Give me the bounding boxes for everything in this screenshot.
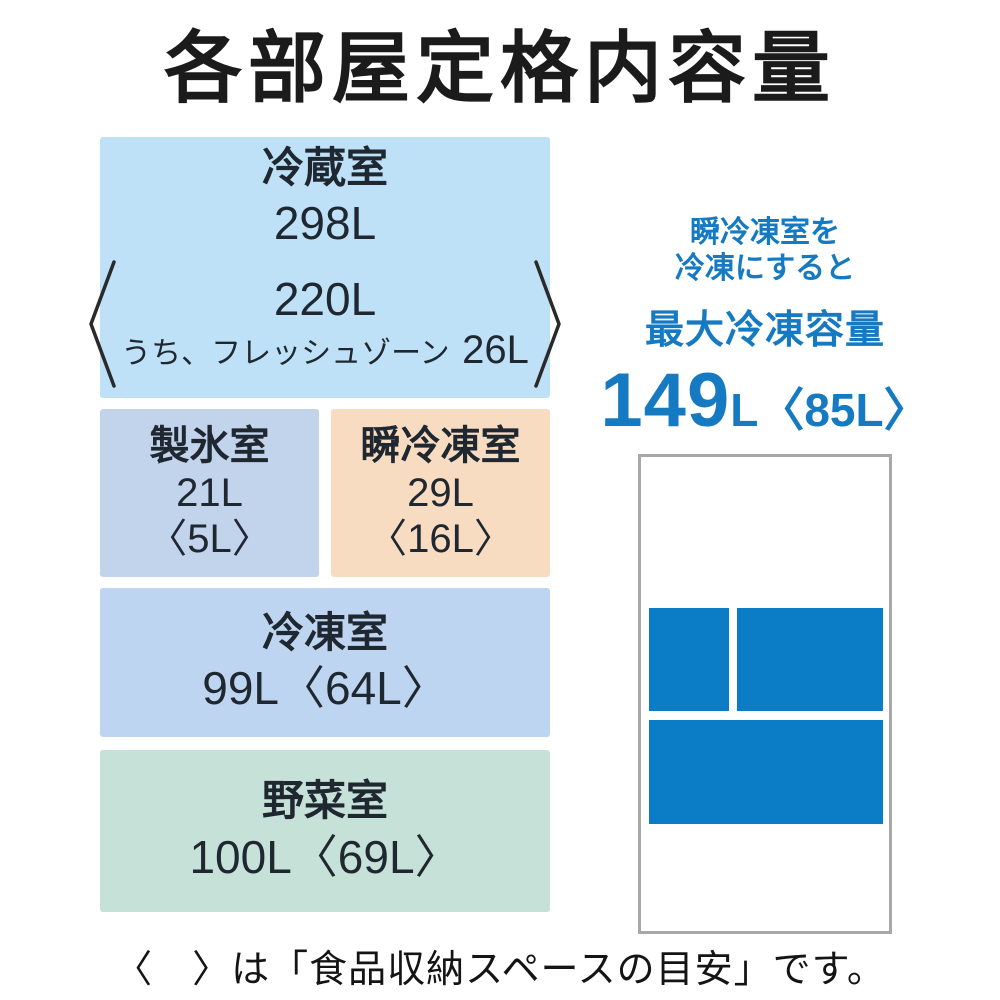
condition-line2: 冷凍にすると [674, 252, 856, 285]
refrigerator-bracket-content: 220L うち、フレッシュゾーン 26L [121, 275, 529, 372]
left-angle-bracket-shape [89, 260, 116, 388]
page-title: 各部屋定格内容量 [163, 24, 836, 112]
freezer-zone-large-rect [737, 608, 883, 711]
ice-room-value: 21L [176, 470, 243, 515]
quick-freeze-storage: 〈16L〉 [367, 517, 514, 562]
refrigerator-label: 冷蔵室 [261, 143, 388, 191]
max-capacity-unit: L [730, 384, 759, 436]
freezer-box: 冷凍室 99L〈64L〉 [100, 588, 550, 737]
freezer-value: 99L〈64L〉 [202, 662, 448, 715]
max-capacity-value-row: 149 L 〈85L〉 [600, 357, 929, 444]
condition-line1: 瞬冷凍室を [690, 216, 840, 249]
max-capacity-value: 149 [600, 358, 731, 443]
compartment-stack: 冷蔵室 298L 220L うち、フレッシュゾーン 26L [89, 137, 561, 912]
ice-room-label: 製氷室 [149, 423, 270, 468]
freezer-zone-wide-rect [649, 720, 883, 824]
right-angle-bracket-shape [534, 260, 561, 388]
fridge-outline-diagram [638, 454, 892, 934]
refrigerator-bracket-group: 220L うち、フレッシュゾーン 26L [85, 258, 565, 390]
fresh-zone-note: うち、フレッシュゾーン [121, 336, 450, 370]
quick-freeze-value: 29L [407, 470, 474, 515]
fresh-zone-line: うち、フレッシュゾーン 26L [121, 328, 529, 373]
ice-room-storage: 〈5L〉 [147, 517, 272, 562]
condition-text: 瞬冷凍室を 冷凍にすると [618, 215, 912, 287]
max-capacity-storage: 〈85L〉 [758, 384, 930, 436]
vegetable-value: 100L〈69L〉 [189, 830, 461, 883]
freezer-label: 冷凍室 [261, 608, 388, 656]
refrigerator-box: 冷蔵室 298L 220L うち、フレッシュゾーン 26L [89, 137, 561, 398]
fresh-zone-value: 26L [462, 327, 529, 372]
middle-row: 製氷室 21L 〈5L〉 瞬冷凍室 29L 〈16L〉 [100, 409, 550, 577]
vegetable-label: 野菜室 [261, 777, 388, 825]
freezer-zone-small-rect [649, 608, 729, 711]
quick-freeze-box: 瞬冷凍室 29L 〈16L〉 [331, 409, 550, 577]
refrigerator-bracket-value: 220L [273, 273, 377, 326]
footnote-text: 〈 〉は「食品収納スペースの目安」です。 [114, 949, 886, 991]
quick-freeze-label: 瞬冷凍室 [360, 423, 521, 468]
refrigerator-value: 298L [273, 197, 377, 250]
max-freezer-panel: 瞬冷凍室を 冷凍にすると 最大冷凍容量 149 L 〈85L〉 [600, 215, 930, 934]
max-capacity-label: 最大冷凍容量 [644, 309, 885, 352]
ice-room-box: 製氷室 21L 〈5L〉 [100, 409, 319, 577]
vegetable-box: 野菜室 100L〈69L〉 [100, 750, 550, 912]
